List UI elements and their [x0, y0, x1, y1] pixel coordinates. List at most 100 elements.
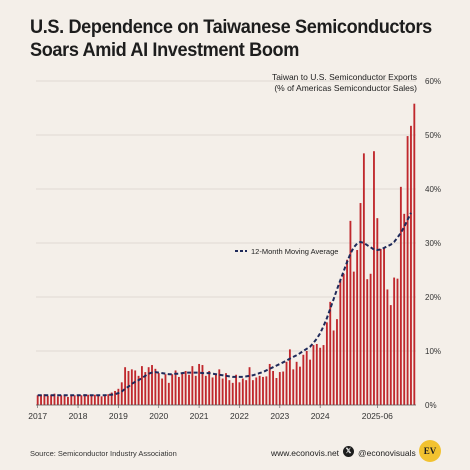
bar	[356, 250, 359, 405]
bar	[393, 277, 396, 405]
bar	[235, 374, 238, 405]
bar	[379, 248, 382, 405]
bar	[302, 354, 305, 405]
bar	[184, 370, 187, 405]
bar	[157, 373, 160, 405]
bar	[218, 369, 221, 405]
bar	[188, 374, 190, 405]
bar	[410, 125, 412, 405]
bar	[396, 278, 399, 405]
bar	[90, 395, 93, 405]
bar	[214, 373, 217, 405]
bar	[154, 368, 157, 405]
bar	[406, 136, 409, 405]
bar	[245, 380, 248, 405]
y-tick-label: 10%	[425, 347, 441, 356]
moving-average-series	[37, 212, 412, 397]
y-tick-label: 40%	[425, 185, 441, 194]
bar	[161, 378, 164, 405]
chart-title-line-2: Soars Amid AI Investment Boom	[30, 39, 300, 61]
chart-subtitle-line: (% of Americas Semiconductor Sales)	[274, 83, 417, 93]
bar	[332, 330, 335, 405]
bar	[83, 394, 86, 405]
bar	[228, 380, 231, 405]
bar	[221, 378, 224, 405]
bar	[262, 376, 264, 405]
gridlines	[36, 80, 416, 352]
bar	[349, 220, 352, 405]
y-tick-label: 50%	[425, 131, 441, 140]
bar	[201, 365, 204, 405]
moving-average-line	[37, 212, 412, 397]
bar	[225, 373, 227, 405]
bar	[336, 319, 338, 405]
bar	[63, 394, 66, 405]
bar	[77, 394, 79, 405]
bar	[120, 382, 123, 405]
bar	[403, 213, 406, 405]
bar	[36, 395, 39, 405]
x-tick-label: 2024	[311, 411, 330, 421]
bar	[73, 395, 76, 405]
bar	[315, 343, 318, 405]
bar	[144, 372, 147, 405]
bar	[305, 351, 308, 405]
bar	[241, 378, 244, 405]
bar	[107, 394, 110, 405]
bar	[362, 153, 365, 405]
bar	[194, 375, 197, 405]
bar	[97, 395, 100, 405]
x-tick-label: 2025-06	[362, 411, 393, 421]
bar	[100, 396, 103, 405]
bar	[258, 375, 261, 405]
bar	[238, 382, 241, 405]
bar	[399, 186, 402, 405]
bar	[130, 369, 133, 405]
legend-label-moving-average: 12-Month Moving Average	[251, 247, 338, 256]
bar	[93, 394, 96, 405]
bar	[265, 376, 268, 405]
bar	[137, 375, 140, 405]
bar	[248, 367, 251, 405]
bar	[167, 382, 170, 405]
x-tick-label: 2022	[230, 411, 249, 421]
bar	[312, 345, 315, 405]
website-link[interactable]: www.econovis.net	[271, 448, 340, 458]
bar	[56, 396, 59, 405]
source-note: Source: Semiconductor Industry Associati…	[30, 449, 177, 458]
bar	[339, 280, 342, 405]
econovis-logo: EV	[419, 440, 441, 462]
bar	[295, 361, 298, 405]
chart-title-line-1: U.S. Dependence on Taiwanese Semiconduct…	[30, 16, 432, 38]
bar	[319, 347, 322, 405]
chart-title: U.S. Dependence on Taiwanese Semiconduct…	[30, 16, 432, 62]
bar	[198, 363, 201, 405]
y-tick-label: 60%	[425, 77, 441, 86]
bar	[141, 366, 143, 405]
bar	[369, 273, 372, 405]
social-handle[interactable]: @econovisuals	[358, 448, 416, 458]
bar	[60, 395, 63, 405]
bar	[322, 345, 325, 405]
bar	[329, 301, 332, 405]
bar	[50, 394, 53, 405]
y-tick-label: 30%	[425, 239, 441, 248]
bar	[359, 203, 362, 405]
bar	[134, 370, 137, 405]
bar	[124, 367, 127, 405]
chart-labels: 0% 10% 20% 30% 40% 50% 60% 2017 2018 2019 2020 2021…	[28, 72, 441, 421]
bar	[147, 367, 150, 405]
bar	[376, 218, 379, 405]
bar	[299, 366, 301, 405]
bar	[181, 373, 184, 405]
bar	[272, 370, 275, 405]
bar	[70, 395, 73, 405]
x-tick-label: 2023	[270, 411, 289, 421]
bar	[104, 395, 106, 405]
x-logo-icon: 𝕏	[343, 446, 354, 457]
bar	[389, 305, 392, 405]
axes	[36, 404, 416, 408]
bar	[171, 374, 174, 405]
